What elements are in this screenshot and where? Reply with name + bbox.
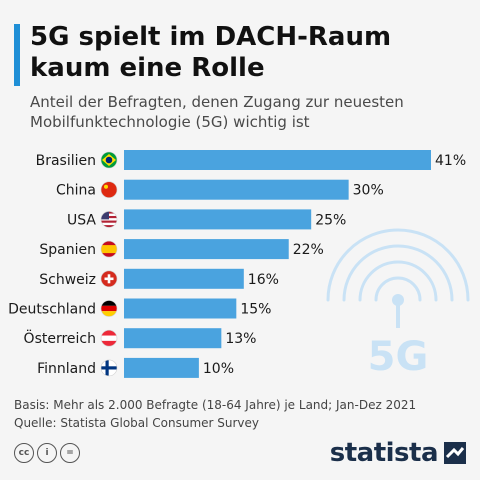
bar bbox=[124, 357, 199, 378]
category-label: Schweiz bbox=[39, 272, 96, 288]
bar-row: Finnland 10% bbox=[37, 357, 234, 378]
category-label: Finnland bbox=[37, 361, 96, 377]
value-label: 25% bbox=[315, 212, 346, 228]
bar-row: Österreich 13% bbox=[24, 328, 256, 349]
chart-title: 5G spielt im DACH-Raum kaum eine Rolle bbox=[30, 22, 470, 84]
china-flag-icon bbox=[100, 181, 118, 198]
nd-icon: = bbox=[60, 443, 80, 463]
subtitle-line-1: Anteil der Befragten, denen Zugang zur n… bbox=[30, 93, 404, 111]
5g-antenna-icon: 5G bbox=[326, 228, 470, 380]
value-label: 10% bbox=[203, 361, 234, 377]
bar-row: Brasilien 41% bbox=[36, 150, 466, 170]
bar-row: China 30% bbox=[56, 179, 384, 200]
title-line-2: kaum eine Rolle bbox=[30, 53, 265, 83]
bar bbox=[124, 328, 222, 349]
badge-text: 5G bbox=[368, 334, 429, 380]
germany-flag-icon bbox=[100, 300, 118, 317]
value-label: 16% bbox=[248, 272, 279, 288]
switzerland-flag-icon bbox=[100, 270, 118, 288]
brand-logo: statista bbox=[330, 438, 466, 468]
by-icon: i bbox=[37, 443, 57, 463]
chart-subtitle: Anteil der Befragten, denen Zugang zur n… bbox=[30, 92, 470, 132]
category-label: Deutschland bbox=[8, 302, 96, 318]
brand-name: statista bbox=[329, 438, 439, 468]
value-label: 22% bbox=[293, 242, 324, 258]
category-label: Spanien bbox=[39, 242, 96, 258]
bar-row: Deutschland 15% bbox=[8, 298, 271, 319]
austria-flag-icon bbox=[100, 329, 118, 347]
bar-row: Schweiz 16% bbox=[39, 268, 279, 289]
value-label: 15% bbox=[240, 302, 271, 318]
statista-logo-icon bbox=[444, 442, 466, 464]
bar-row: USA 25% bbox=[67, 209, 346, 230]
category-label: China bbox=[56, 183, 96, 199]
spain-flag-icon bbox=[100, 240, 118, 258]
usa-flag-icon bbox=[100, 211, 118, 228]
basis-note: Basis: Mehr als 2.000 Befragte (18-64 Ja… bbox=[14, 398, 417, 412]
category-label: Brasilien bbox=[36, 153, 96, 169]
bar bbox=[124, 209, 312, 230]
bar bbox=[124, 298, 237, 319]
title-line-1: 5G spielt im DACH-Raum bbox=[30, 22, 392, 52]
title-accent-bar bbox=[14, 24, 20, 86]
subtitle-line-2: Mobilfunktechnologie (5G) wichtig ist bbox=[30, 113, 310, 131]
license-icons: cc i = bbox=[14, 442, 80, 464]
value-label: 30% bbox=[353, 183, 384, 199]
bar bbox=[124, 239, 289, 260]
bar-chart: 5G Brasilien 41%China 30%USA 25%Spanien 22%S… bbox=[8, 150, 470, 380]
category-label: USA bbox=[67, 212, 96, 228]
source-note: Quelle: Statista Global Consumer Survey bbox=[14, 416, 260, 430]
cc-icon: cc bbox=[14, 443, 34, 463]
bar bbox=[124, 268, 244, 289]
value-label: 13% bbox=[225, 331, 256, 347]
category-label: Österreich bbox=[24, 329, 96, 347]
finland-flag-icon bbox=[100, 359, 118, 377]
value-label: 41% bbox=[435, 153, 466, 169]
bar bbox=[124, 150, 431, 170]
bar-row: Spanien 22% bbox=[39, 239, 324, 260]
bar bbox=[124, 179, 349, 200]
footnote: Basis: Mehr als 2.000 Befragte (18-64 Ja… bbox=[14, 396, 464, 432]
brazil-flag-icon bbox=[100, 151, 118, 169]
